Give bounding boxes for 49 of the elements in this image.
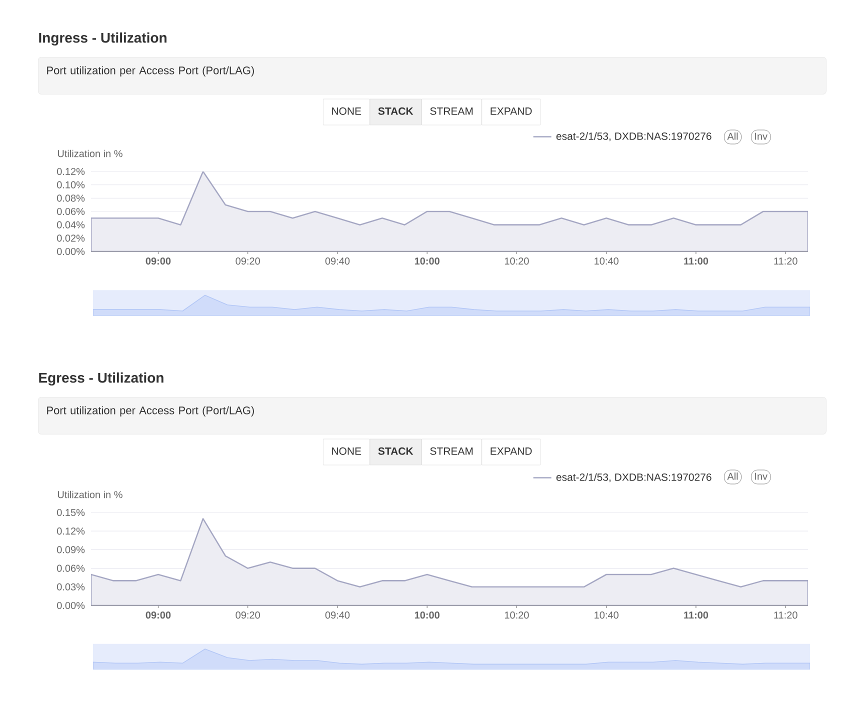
x-tick-label: 10:00	[414, 612, 440, 619]
chart-subtitle: Port utilization per Access Port (Port/LAG)	[47, 66, 254, 76]
x-tick-label: 11:20	[774, 612, 798, 619]
y-tick-label: 0.12%	[57, 528, 85, 535]
x-tick-label: 10:20	[504, 612, 529, 619]
y-tick-label: 0.04%	[57, 221, 85, 228]
x-tick-label: 10:00	[414, 258, 440, 265]
text: NONE	[332, 447, 362, 455]
y-axis-title: Utilization in %	[58, 490, 122, 498]
x-tick-label: 11:00	[684, 612, 708, 619]
y-tick-label: 0.06%	[57, 564, 85, 572]
y-tick-label: 0.00%	[57, 248, 85, 256]
y-tick-label: 0.06%	[57, 208, 85, 216]
y-tick-label: 0.00%	[57, 602, 85, 610]
y-tick-label: 0.15%	[57, 508, 85, 516]
text: STREAM	[430, 107, 473, 115]
y-axis-title: Utilization in %	[58, 150, 122, 158]
text: All	[727, 132, 738, 140]
text: EXPAND	[490, 448, 532, 455]
chart-title: Ingress - Utilization	[39, 32, 166, 46]
text: STACK	[378, 107, 414, 115]
x-tick-label: 11:00	[684, 258, 708, 265]
legend-label: esat-2/1/53, DXDB:NAS:1970276	[556, 473, 712, 482]
legend-label: esat-2/1/53, DXDB:NAS:1970276	[556, 132, 712, 142]
x-tick-label: 10:40	[594, 258, 618, 265]
x-tick-label: 09:40	[325, 258, 350, 265]
text: Inv	[755, 472, 768, 480]
text: NONE	[332, 107, 362, 115]
x-tick-label: 09:00	[146, 612, 171, 619]
text: All	[727, 472, 738, 480]
chart-title: Egress - Utilization	[39, 372, 164, 386]
x-tick-label: 09:20	[236, 612, 260, 619]
x-tick-label: 09:00	[146, 258, 171, 265]
x-tick-label: 10:40	[594, 612, 618, 619]
y-tick-label: 0.08%	[57, 194, 85, 202]
text: STACK	[378, 447, 414, 455]
y-tick-label: 0.03%	[57, 583, 85, 590]
y-tick-label: 0.10%	[57, 181, 85, 188]
x-tick-label: 10:20	[504, 258, 529, 265]
y-tick-label: 0.09%	[57, 546, 85, 554]
y-tick-label: 0.12%	[57, 168, 85, 176]
text: Inv	[755, 132, 768, 140]
text: STREAM	[430, 447, 473, 455]
text: EXPAND	[490, 108, 532, 115]
chart-subtitle: Port utilization per Access Port (Port/LAG)	[47, 406, 254, 416]
y-tick-label: 0.02%	[57, 234, 85, 242]
x-tick-label: 09:40	[325, 612, 350, 619]
x-tick-label: 11:20	[774, 258, 798, 265]
x-tick-label: 09:20	[236, 258, 260, 265]
